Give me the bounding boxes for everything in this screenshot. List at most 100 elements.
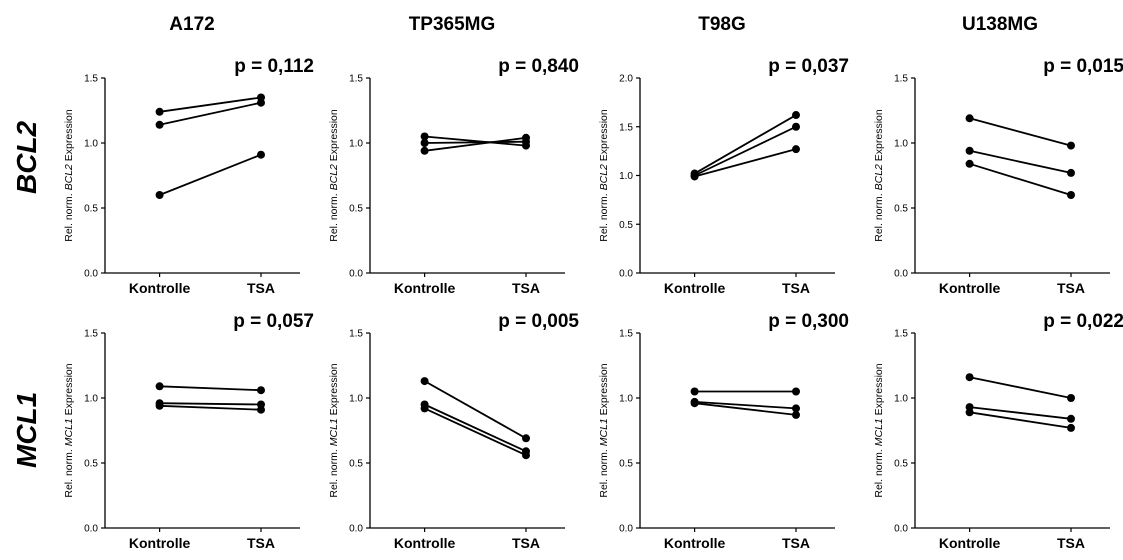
y-axis-label-suffix: Expression [63,109,75,164]
plot-tp365mg-mcl1: 0.0 0.5 1.0 1.5 Kontrolle TSA Rel. norm. MCL1 … [328,311,579,551]
data-point-tsa-2 [1067,168,1075,177]
series-line-2 [424,403,527,453]
y-tick-label: 2.0 [619,74,633,85]
data-point-tsa-1 [522,434,530,443]
x-tick-label: TSA [782,535,810,551]
y-axis-label-suffix: Expression [328,363,340,418]
y-axis-label-gene: BCL2 [63,164,75,190]
data-point-kontrolle-1 [420,377,429,386]
series-line-3 [969,411,1072,429]
series-line-2 [694,401,797,410]
data-point-kontrolle-3 [420,404,429,413]
y-axis-label: Rel. norm. MCL1 Expression [873,363,885,497]
data-point-kontrolle-2 [965,146,974,155]
series-line-1 [969,117,1072,147]
y-axis-label-prefix: Rel. norm. [63,446,75,497]
series-line-3 [424,407,527,457]
y-tick-label: 1.0 [894,394,908,405]
y-tick-label: 1.5 [619,329,633,340]
y-axis-label-gene: BCL2 [873,164,885,190]
series-line-2 [969,149,1072,174]
p-value-label: p = 0,840 [498,56,579,77]
data-point-tsa-3 [792,410,800,419]
data-point-tsa-3 [257,405,265,414]
y-axis-label-gene: BCL2 [328,164,340,190]
data-point-tsa-1 [1067,394,1075,402]
p-value-label: p = 0,037 [768,56,849,77]
y-tick-label: 1.0 [619,394,633,405]
y-tick-label: 1.0 [349,139,363,150]
y-tick-label: 0.5 [619,459,633,470]
y-axis-label-suffix: Expression [873,363,885,418]
y-tick-label: 0.0 [619,269,633,280]
y-tick-label: 1.0 [84,394,98,405]
y-axis-label-suffix: Expression [63,363,75,418]
y-tick-label: 0.0 [894,524,908,535]
plot-t98g-mcl1: 0.0 0.5 1.0 1.5 Kontrolle TSA Rel. norm. MCL1 … [598,311,849,551]
y-axis-label-prefix: Rel. norm. [598,446,610,497]
y-axis-label-prefix: Rel. norm. [328,190,340,241]
y-tick-label: 1.0 [894,139,908,150]
data-point-kontrolle-1 [420,132,429,141]
data-point-kontrolle-2 [420,139,429,147]
x-tick-label: Kontrolle [129,280,191,296]
x-tick-label: TSA [782,280,810,296]
series-line-1 [424,380,527,440]
y-axis-label-prefix: Rel. norm. [598,190,610,241]
x-tick-label: TSA [247,280,275,296]
series-line-3 [969,162,1072,196]
x-tick-label: TSA [512,280,540,296]
column-title-tp365mg: TP365MG [408,14,496,35]
x-tick-label: Kontrolle [664,535,726,551]
data-point-kontrolle-1 [155,382,164,391]
data-point-kontrolle-3 [965,159,974,168]
series-line-3 [424,136,527,152]
data-point-kontrolle-3 [690,172,699,181]
y-axis-label-gene: MCL1 [63,418,75,446]
series-line-3 [159,404,262,411]
y-axis-label: Rel. norm. MCL1 Expression [328,363,340,497]
series-line-1 [159,385,262,392]
series-line-3 [694,148,797,178]
series-line-2 [969,406,1072,420]
y-axis-label: Rel. norm. BCL2 Expression [63,109,75,242]
y-axis-label-gene: MCL1 [598,418,610,446]
data-point-tsa-2 [792,122,800,131]
data-point-tsa-1 [257,386,265,395]
y-tick-label: 1.5 [349,329,363,340]
data-point-kontrolle-1 [965,373,974,382]
data-point-kontrolle-3 [965,408,974,417]
y-tick-label: 0.0 [894,269,908,280]
plot-tp365mg-bcl2: 0.0 0.5 1.0 1.5 Kontrolle TSA Rel. norm. BCL2 … [328,56,579,296]
y-tick-label: 0.5 [619,220,633,231]
y-tick-label: 0.0 [349,269,363,280]
plot-u138mg-bcl2: 0.0 0.5 1.0 1.5 Kontrolle TSA Rel. norm. BCL2 … [873,56,1123,296]
y-axis-label: Rel. norm. BCL2 Expression [328,109,340,242]
p-value-label: p = 0,112 [234,56,314,77]
data-point-tsa-2 [257,98,265,107]
x-tick-label: TSA [512,535,540,551]
data-point-tsa-3 [522,451,530,460]
y-axis-label-gene: BCL2 [598,164,610,190]
y-axis-label: Rel. norm. BCL2 Expression [873,109,885,242]
y-tick-label: 1.5 [894,74,908,85]
y-tick-label: 0.5 [349,204,363,215]
x-tick-label: Kontrolle [394,535,456,551]
y-tick-label: 0.0 [84,269,98,280]
y-tick-label: 1.5 [84,74,98,85]
data-point-kontrolle-3 [155,191,164,199]
y-axis-label: Rel. norm. MCL1 Expression [598,363,610,497]
data-point-kontrolle-1 [155,107,164,116]
p-value-label: p = 0,015 [1043,56,1123,77]
y-axis-label: Rel. norm. MCL1 Expression [63,363,75,497]
x-tick-label: Kontrolle [394,280,456,296]
data-point-kontrolle-1 [690,387,699,396]
y-tick-label: 0.5 [84,204,98,215]
x-tick-label: Kontrolle [129,535,191,551]
data-point-tsa-1 [792,111,800,120]
y-tick-label: 1.5 [619,122,633,133]
series-line-1 [424,135,527,147]
data-point-tsa-1 [1067,141,1075,150]
